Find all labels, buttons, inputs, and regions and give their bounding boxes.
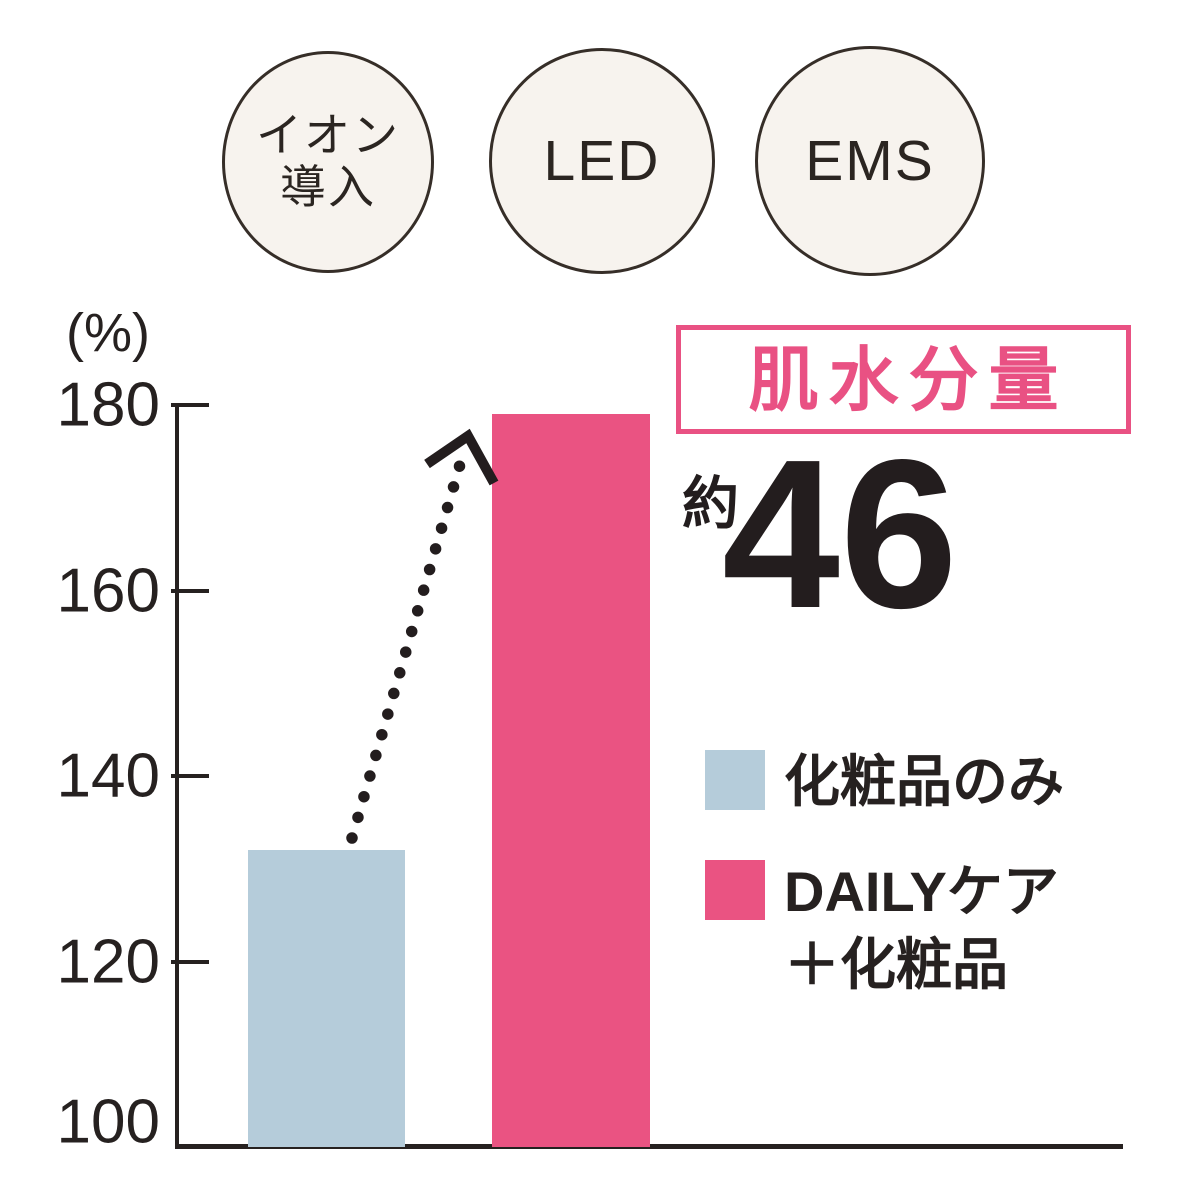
tick-label-120: 120 <box>56 927 160 996</box>
tick-mark-180 <box>171 403 209 407</box>
bar-cosmetics-only <box>248 850 405 1147</box>
tick-mark-160 <box>171 588 209 593</box>
bar-daily-care-plus-cosmetics <box>492 414 650 1147</box>
legend-swatch-cosmetics-only <box>705 750 765 810</box>
tick-label-140: 140 <box>56 741 160 811</box>
badge-ion-introduction-label: イオン 導入 <box>256 109 400 213</box>
badge-led-label: LED <box>543 129 661 193</box>
chart-title: 肌水分量 <box>748 340 1069 419</box>
annotation-approx-prefix: 約 <box>682 472 739 536</box>
annotation-value: 46 <box>722 415 958 652</box>
legend-swatch-daily-care <box>705 860 765 920</box>
tick-label-180: 180 <box>56 370 160 440</box>
increase-arrow-dotted-line <box>346 455 467 844</box>
badge-ion-introduction: イオン 導入 <box>222 51 434 273</box>
tick-mark-120 <box>171 959 209 964</box>
legend-label-daily-care: DAILYケア ＋化粧品 <box>784 860 1059 996</box>
tick-mark-140 <box>171 774 209 778</box>
badge-ems: EMS <box>755 46 985 276</box>
badge-ems-label: EMS <box>805 129 935 193</box>
legend-label-cosmetics-only: 化粧品のみ <box>784 750 1064 813</box>
chart-title-box: 肌水分量 <box>676 325 1131 434</box>
increase-arrow-head <box>424 428 499 486</box>
tick-label-160: 160 <box>56 556 160 625</box>
tick-label-100: 100 <box>56 1087 160 1157</box>
y-axis-unit-label: (%) <box>66 303 150 363</box>
badge-led: LED <box>489 48 715 274</box>
